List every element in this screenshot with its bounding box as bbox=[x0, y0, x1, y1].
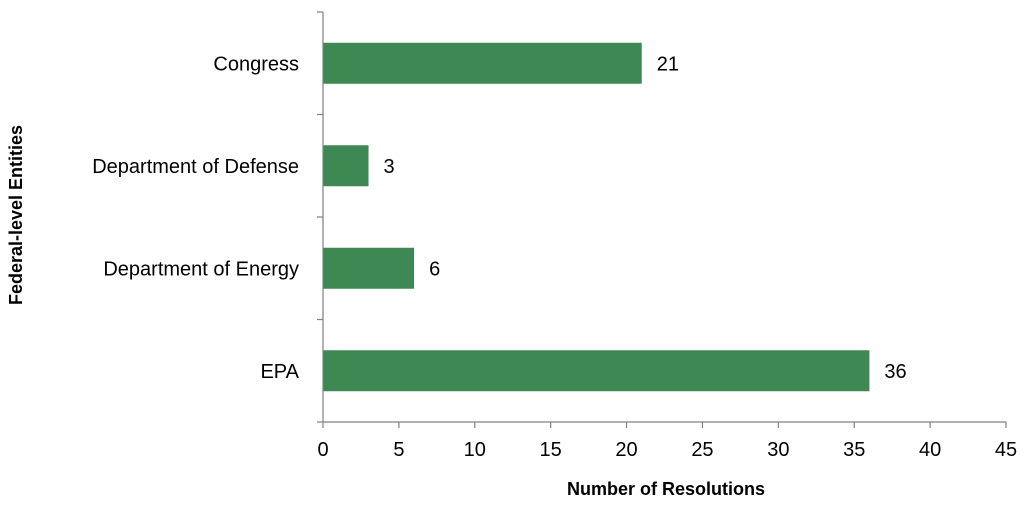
category-label: Department of Energy bbox=[103, 258, 299, 280]
data-label: 3 bbox=[384, 156, 395, 178]
labels-layer: 0 5 10 15 20 25 30 35 40 45 Congress 21 Department o… bbox=[92, 53, 1017, 461]
data-label: 6 bbox=[429, 258, 440, 280]
bars-layer bbox=[323, 42, 870, 392]
x-tick-label: 15 bbox=[540, 439, 562, 461]
x-tick-label: 0 bbox=[317, 439, 328, 461]
x-tick-label: 20 bbox=[615, 439, 637, 461]
ticks-layer bbox=[317, 11, 1007, 428]
x-tick-label: 45 bbox=[995, 439, 1017, 461]
bar bbox=[323, 145, 369, 187]
x-tick-label: 40 bbox=[919, 439, 941, 461]
x-axis-title: Number of Resolutions bbox=[567, 479, 765, 499]
data-label: 36 bbox=[884, 361, 906, 383]
bar bbox=[323, 247, 415, 289]
y-axis-title: Federal-level Entities bbox=[6, 125, 26, 305]
x-tick-label: 30 bbox=[767, 439, 789, 461]
x-tick-label: 5 bbox=[393, 439, 404, 461]
category-label: Department of Defense bbox=[92, 156, 299, 178]
category-label: EPA bbox=[260, 361, 299, 383]
data-label: 21 bbox=[657, 53, 679, 75]
bar bbox=[323, 350, 870, 392]
bar bbox=[323, 42, 642, 84]
category-label: Congress bbox=[213, 53, 299, 75]
x-tick-label: 25 bbox=[691, 439, 713, 461]
x-tick-label: 10 bbox=[464, 439, 486, 461]
x-tick-label: 35 bbox=[843, 439, 865, 461]
